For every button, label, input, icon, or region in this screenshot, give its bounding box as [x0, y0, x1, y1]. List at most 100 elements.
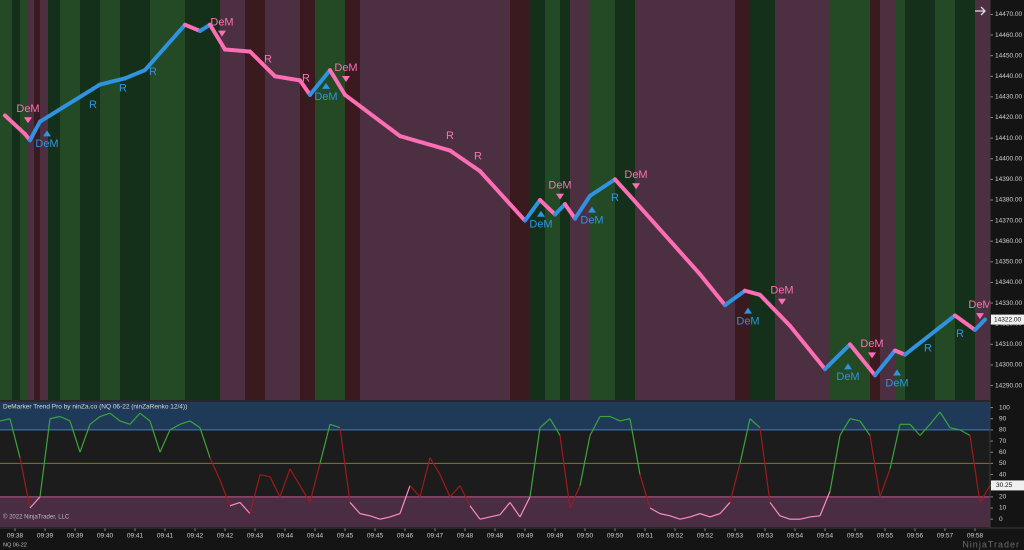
signal-label: R	[264, 54, 272, 66]
price-segment	[398, 134, 452, 153]
indicator-segment	[869, 435, 881, 497]
indicator-segment	[169, 423, 181, 431]
x-tick-label: 09:48	[487, 533, 504, 540]
y-tick-label: 14310.00	[995, 341, 1022, 348]
signal-label: DeM	[580, 215, 603, 227]
x-tick-label: 09:41	[127, 533, 144, 540]
band	[870, 0, 880, 400]
price-line	[3, 22, 987, 378]
indicator-segment	[409, 485, 421, 498]
y-tick-label: 14430.00	[995, 94, 1022, 101]
price-segment	[223, 47, 252, 54]
indicator-segment	[839, 418, 851, 436]
band	[12, 0, 20, 400]
indicator-segment	[219, 479, 231, 507]
indicator-segment	[629, 418, 641, 475]
indicator-segment	[579, 435, 591, 486]
logo: NinjaTrader	[962, 539, 1020, 549]
indicator-segment	[139, 412, 151, 422]
y-tick-label: 20	[999, 494, 1007, 501]
indicator-segment	[469, 505, 481, 520]
x-tick-label: 09:55	[847, 533, 864, 540]
signal-label: DeM	[35, 138, 58, 150]
indicator-segment	[119, 420, 131, 425]
indicator-segment	[969, 435, 981, 503]
indicator-segment	[589, 416, 601, 436]
x-tick-label: 09:47	[427, 533, 444, 540]
price-segment	[98, 76, 127, 87]
band	[775, 0, 830, 400]
y-tick-label: 14450.00	[995, 52, 1022, 59]
signal-label: DeM	[736, 316, 759, 328]
indicator-segment	[879, 468, 891, 498]
indicator-segment	[619, 418, 631, 422]
band	[560, 0, 570, 400]
band	[975, 0, 990, 400]
y-tick-label: 0	[999, 516, 1003, 523]
indicator-segment	[609, 415, 621, 422]
indicator-segment	[489, 514, 501, 518]
x-tick-label: 09:49	[547, 533, 564, 540]
price-segment	[123, 68, 147, 81]
indicator-segment	[299, 485, 311, 503]
band	[20, 0, 28, 400]
y-tick-label: 14420.00	[995, 114, 1022, 121]
indicator-segment	[329, 423, 341, 429]
x-tick-label: 09:55	[877, 533, 894, 540]
band	[40, 0, 48, 400]
y-tick-label: 50	[999, 460, 1007, 467]
price-segment	[38, 82, 102, 124]
price-segment	[613, 177, 632, 198]
price-segment	[208, 22, 227, 52]
indicator-segment	[369, 515, 381, 520]
indicator-segment	[809, 515, 821, 518]
signal-label: R	[611, 192, 619, 204]
band	[935, 0, 955, 400]
indicator-segment	[639, 474, 651, 509]
band	[34, 0, 40, 400]
x-tick-label: 09:58	[967, 533, 984, 540]
indicator-segment	[179, 420, 191, 425]
indicator-segment	[929, 411, 941, 425]
indicator-segment	[889, 424, 901, 470]
signal-label: DeM	[885, 377, 908, 389]
price-segment	[588, 177, 617, 198]
band	[120, 0, 150, 400]
signal-marker	[24, 117, 32, 124]
last-value-box	[991, 480, 1024, 491]
signal-label: DeM	[16, 103, 39, 115]
indicator-segment	[569, 485, 581, 509]
indicator-segment	[419, 457, 431, 498]
price-segment	[3, 113, 27, 137]
signal-marker	[537, 210, 545, 217]
band	[0, 0, 12, 400]
indicator-segment	[449, 485, 461, 498]
indicator-segment	[769, 502, 781, 517]
signal-marker	[778, 298, 786, 305]
band	[345, 0, 360, 400]
indicator-segment	[289, 468, 301, 487]
x-tick-label: 09:48	[457, 533, 474, 540]
signal-label: R	[446, 130, 454, 142]
price-segment	[448, 148, 482, 174]
signal-marker	[868, 352, 876, 359]
signal-label: R	[474, 151, 482, 163]
price-segment	[553, 202, 567, 217]
x-tick-label: 09:45	[367, 533, 384, 540]
price-segment	[848, 342, 877, 378]
indicator-segment	[539, 418, 551, 429]
signal-label: DeM	[860, 338, 883, 350]
y-tick-label: 14470.00	[995, 11, 1022, 18]
signal-marker	[556, 193, 564, 200]
signal-marker	[632, 183, 640, 190]
indicator-segment	[0, 418, 11, 422]
signal-label: R	[302, 72, 310, 84]
indicator-segment	[239, 502, 251, 515]
scroll-arrow[interactable]	[975, 6, 986, 16]
signal-label: DeM	[836, 371, 859, 383]
x-tick-label: 09:39	[67, 533, 84, 540]
indicator-segment	[649, 507, 661, 515]
indicator-segment	[819, 491, 831, 517]
indicator-segment	[669, 515, 681, 520]
instrument: NQ 06-22	[3, 542, 27, 548]
